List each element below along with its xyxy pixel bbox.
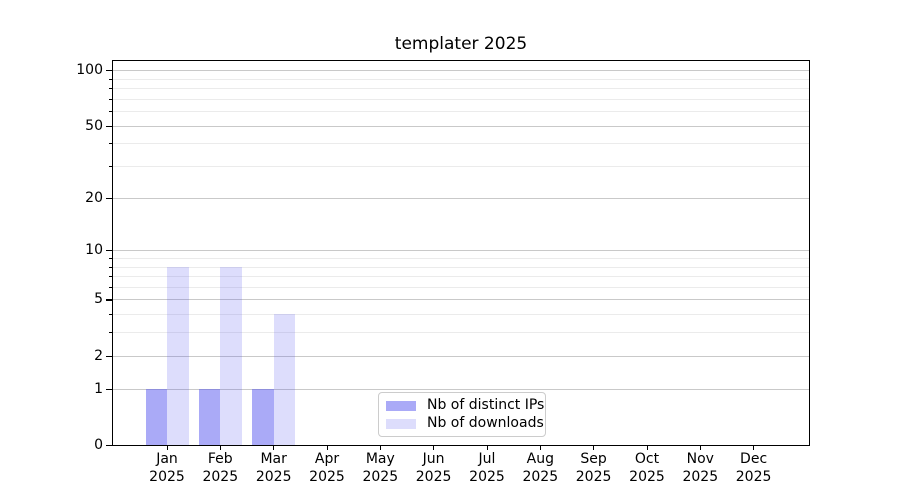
bar-distinct-ips-0: [145, 388, 167, 445]
y-tick-mark-minor: [109, 111, 113, 112]
x-tick-label: Nov 2025: [682, 451, 719, 485]
y-tick-label: 1: [94, 380, 103, 397]
legend-swatch-downloads: [386, 418, 416, 429]
x-tick-mark: [219, 445, 221, 450]
gridline-minor: [113, 257, 809, 259]
x-tick-mark: [273, 445, 275, 450]
x-tick-label: Sep 2025: [575, 451, 612, 485]
gridline-major: [113, 70, 809, 71]
y-tick-label: 50: [85, 117, 103, 134]
x-tick-label: Jul 2025: [469, 451, 505, 485]
legend: Nb of distinct IPs Nb of downloads: [378, 392, 546, 437]
gridline-major: [113, 299, 809, 301]
y-tick-mark: [106, 250, 113, 252]
x-tick-label: Apr 2025: [309, 451, 345, 485]
y-tick-label: 10: [85, 242, 103, 259]
gridline-major: [113, 197, 809, 199]
x-tick-mark: [539, 445, 541, 450]
legend-swatch-distinct-ips: [386, 400, 416, 411]
y-tick-label: 20: [85, 189, 103, 206]
gridline-minor: [113, 87, 809, 89]
gridline-minor: [113, 98, 809, 100]
gridline-minor: [113, 314, 809, 316]
y-tick-mark-minor: [109, 87, 113, 89]
y-tick-label: 2: [94, 347, 103, 364]
gridline-major: [113, 355, 809, 357]
x-tick-mark: [379, 445, 381, 450]
gridline-major: [113, 388, 809, 390]
y-tick-mark-minor: [109, 98, 113, 100]
y-tick-mark-minor: [109, 332, 113, 334]
x-tick-label: Dec 2025: [735, 451, 772, 485]
bar-downloads-1: [220, 266, 242, 445]
y-tick-mark-minor: [109, 257, 113, 259]
x-tick-mark: [699, 445, 701, 450]
legend-item-downloads: Nb of downloads: [386, 416, 545, 431]
legend-item-distinct-ips: Nb of distinct IPs: [386, 398, 545, 413]
x-tick-mark: [166, 445, 168, 450]
x-tick-label: Jan 2025: [149, 451, 185, 485]
x-tick-mark: [646, 445, 648, 450]
gridline-minor: [113, 276, 809, 277]
legend-label-downloads: Nb of downloads: [427, 415, 544, 431]
legend-label-distinct-ips: Nb of distinct IPs: [427, 397, 545, 413]
y-tick-mark-minor: [109, 314, 113, 316]
y-tick-mark-minor: [109, 286, 113, 288]
gridline-minor: [113, 111, 809, 112]
y-tick-mark: [106, 70, 113, 72]
bar-distinct-ips-1: [198, 388, 221, 445]
x-tick-mark: [593, 445, 595, 450]
x-tick-mark: [753, 445, 755, 450]
gridline-minor: [113, 78, 809, 80]
gridline-minor: [113, 286, 809, 288]
chart-title: templater 2025: [394, 34, 528, 54]
y-tick-mark: [106, 197, 113, 199]
y-tick-label: 5: [94, 291, 103, 308]
y-tick-mark: [106, 445, 113, 447]
x-tick-label: Mar 2025: [255, 451, 292, 485]
x-tick-mark: [326, 445, 328, 450]
y-tick-mark-minor: [109, 143, 113, 145]
x-tick-label: Oct 2025: [629, 451, 665, 485]
x-tick-label: Feb 2025: [202, 451, 239, 485]
bar-downloads-0: [167, 266, 189, 445]
gridline-minor: [113, 332, 809, 334]
y-tick-label: 100: [76, 62, 103, 78]
y-tick-mark-minor: [109, 166, 113, 167]
gridline-minor: [113, 143, 809, 145]
gridline-major: [113, 125, 809, 127]
gridline-minor: [113, 166, 809, 167]
gridline-minor: [113, 266, 809, 268]
y-tick-mark-minor: [109, 266, 113, 268]
bar-downloads-2: [273, 314, 296, 445]
y-tick-label: 0: [94, 437, 103, 453]
y-tick-mark: [106, 355, 113, 357]
y-tick-mark: [106, 125, 113, 127]
gridline-major: [113, 250, 809, 252]
y-tick-mark: [106, 388, 113, 390]
x-tick-mark: [486, 445, 488, 450]
y-tick-mark-minor: [109, 78, 113, 80]
y-tick-mark: [106, 299, 113, 301]
x-tick-label: May 2025: [362, 451, 399, 485]
x-tick-mark: [433, 445, 435, 450]
bar-distinct-ips-2: [252, 388, 274, 445]
x-tick-label: Jun 2025: [415, 451, 452, 485]
y-tick-mark-minor: [109, 276, 113, 277]
x-tick-label: Aug 2025: [522, 451, 559, 485]
plot-area: [113, 61, 809, 445]
